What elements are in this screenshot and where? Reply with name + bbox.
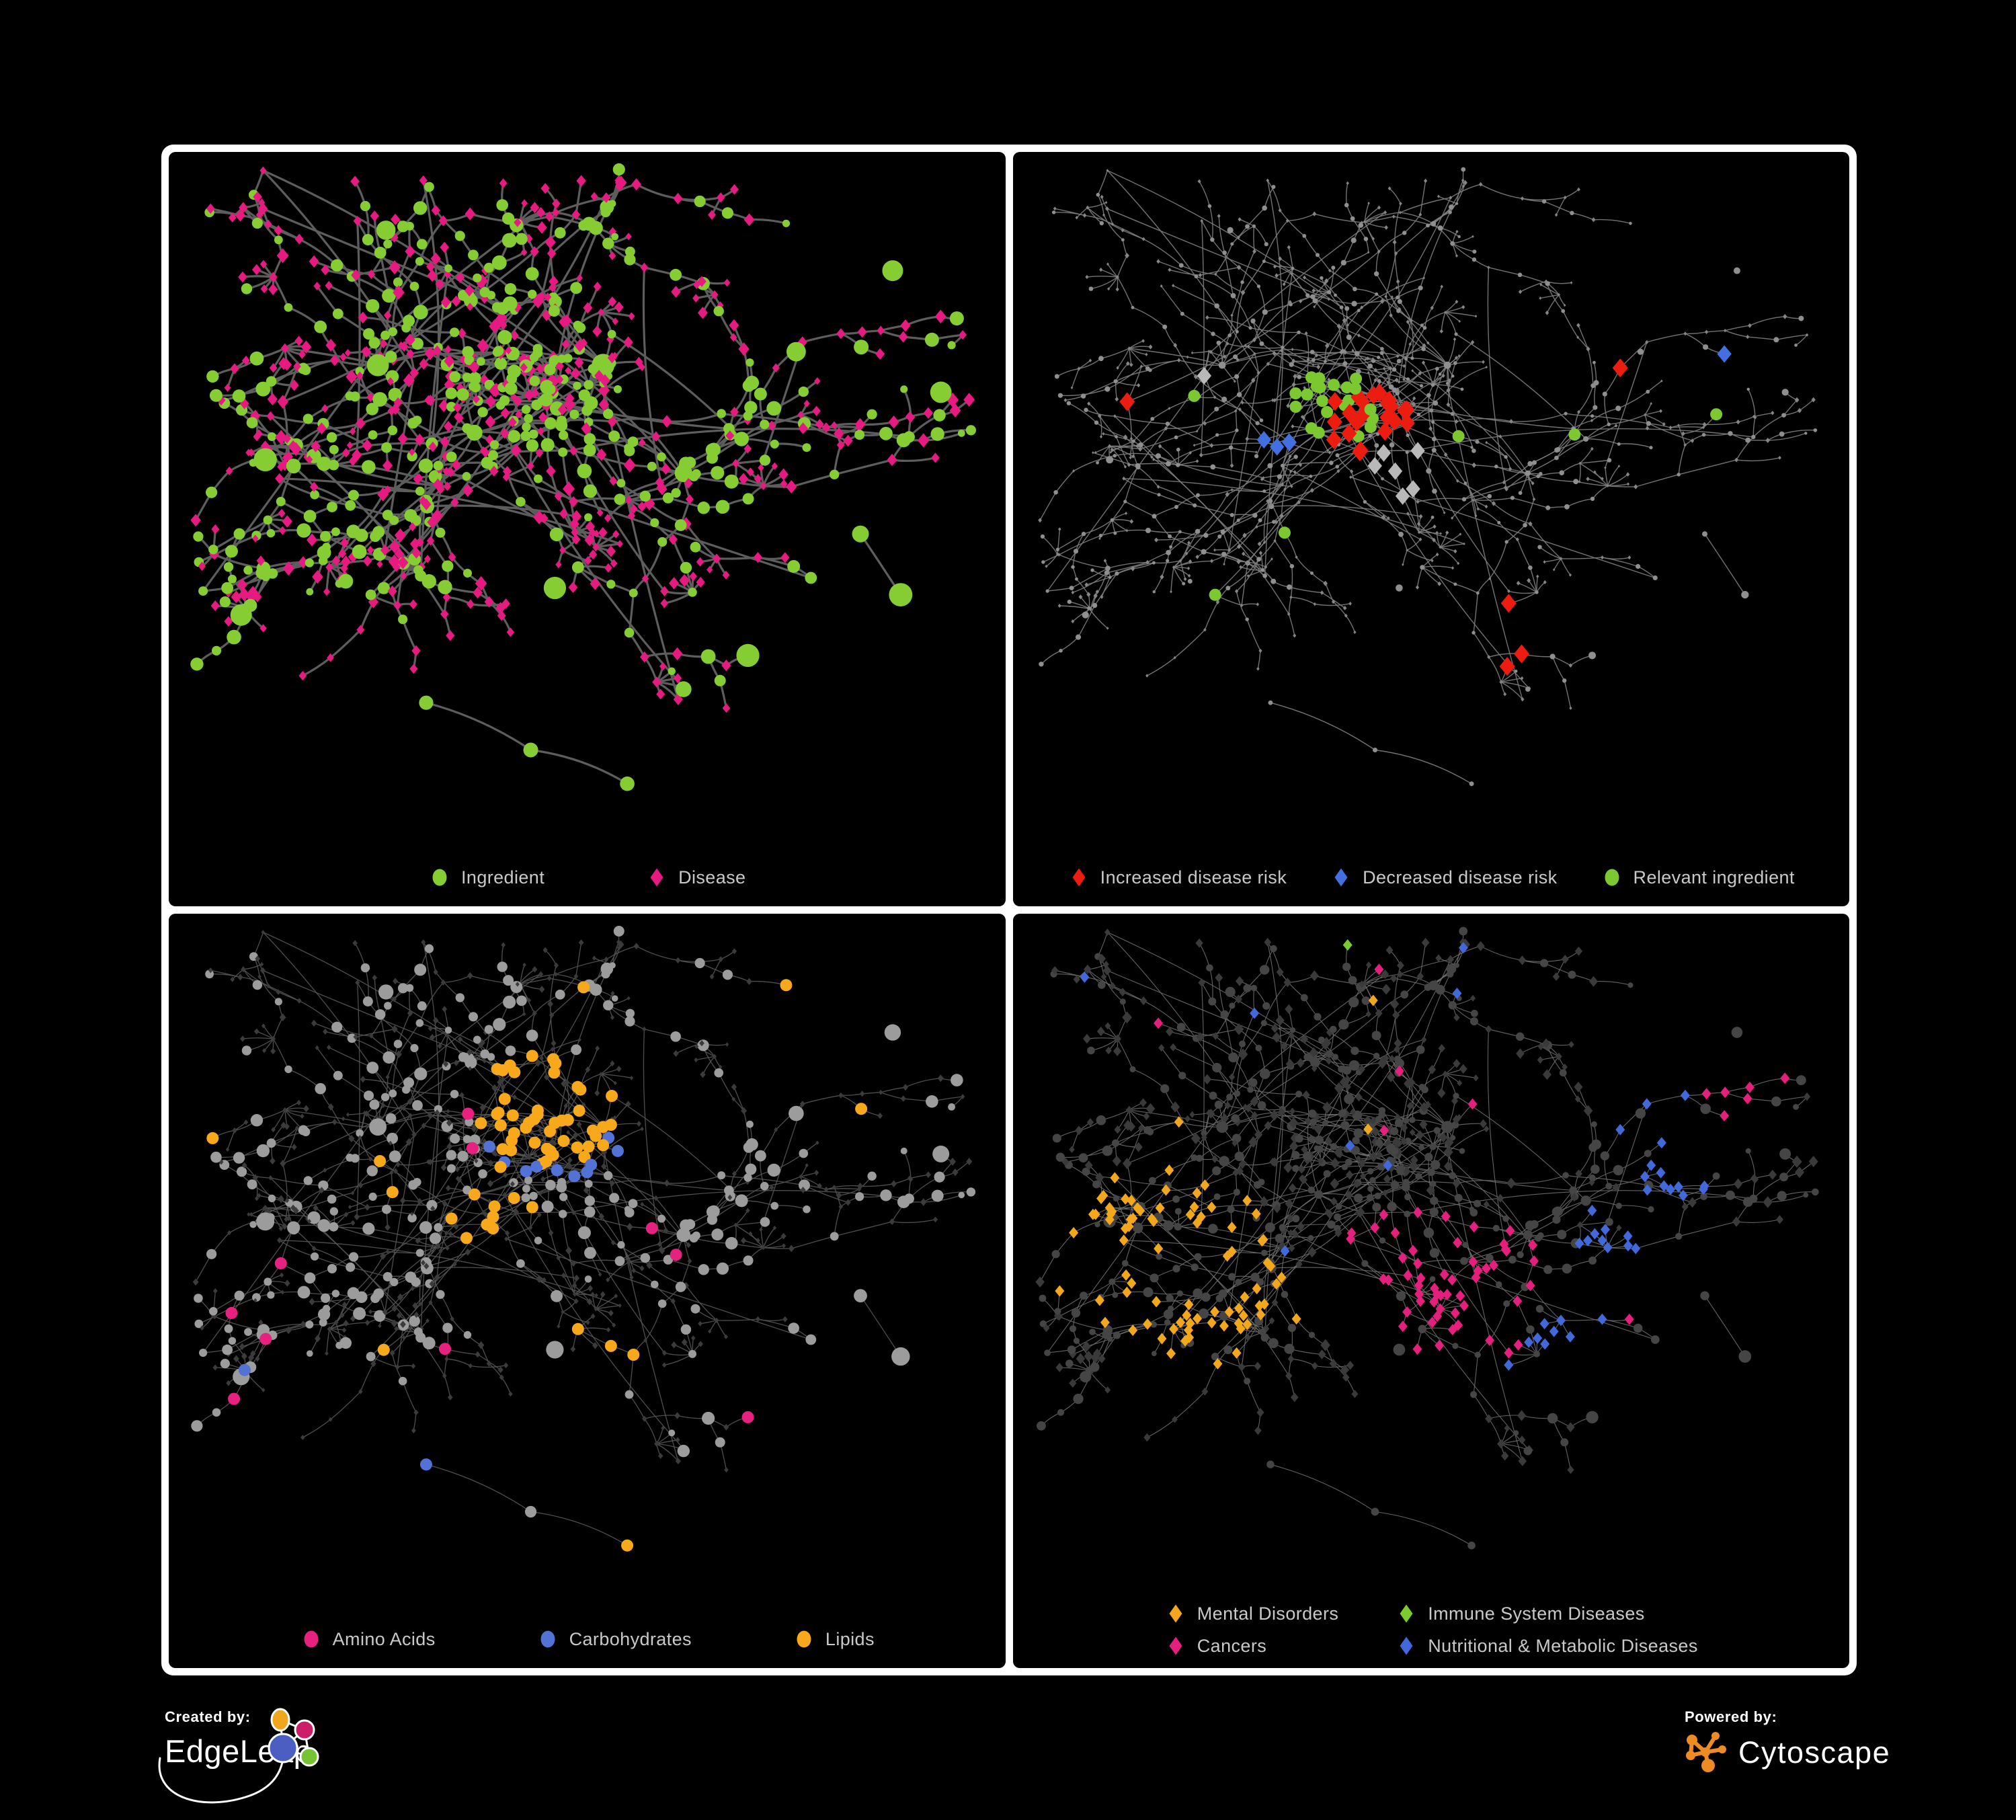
legend-item-ingredient: Ingredient [428, 866, 545, 889]
legend-label: Cancers [1197, 1635, 1267, 1656]
legend-item-decreased-disease-risk: Decreased disease risk [1330, 866, 1557, 889]
circle-symbol [540, 1630, 555, 1648]
network-ingredient-disease [190, 163, 976, 791]
legend-nutrient-classes: Amino Acids Carbohydrates Lipids [169, 1628, 1006, 1651]
edgeleap-node-green [299, 1747, 319, 1767]
panel-disease-classes: Mental Disorders Immune System Diseases Ca… [1012, 914, 1850, 1668]
legend-label: Relevant ingredient [1633, 867, 1795, 887]
legend-ingredient-disease: Ingredient Disease [169, 866, 1006, 889]
legend-label: Ingredient [461, 867, 545, 887]
legend-label: Carbohydrates [569, 1628, 692, 1649]
edgeleap-logo [158, 1708, 319, 1804]
diamond-symbol [650, 868, 663, 887]
legend-label: Decreased disease risk [1363, 867, 1558, 887]
diamond-symbol [1072, 868, 1086, 887]
legend-item-carbohydrates: Carbohydrates [536, 1628, 692, 1651]
network-disease-risk [1037, 167, 1817, 787]
circle-symbol [304, 1630, 319, 1648]
diamond-symbol [1169, 1604, 1182, 1623]
legend-item-cancers: Cancers [1164, 1634, 1338, 1657]
legend-item-nutritional-metabolic-diseases: Nutritional & Metabolic Diseases [1395, 1634, 1697, 1657]
network-disease-classes [1035, 926, 1819, 1550]
powered-by-label: Powered by: [1685, 1708, 1777, 1725]
diamond-symbol [1334, 868, 1348, 887]
edgeleap-node-orange [270, 1708, 290, 1732]
legend-label: Increased disease risk [1100, 867, 1287, 887]
legend-item-immune-system-diseases: Immune System Diseases [1395, 1602, 1697, 1625]
legend-label: Nutritional & Metabolic Diseases [1428, 1635, 1698, 1656]
legend-item-amino-acids: Amino Acids [300, 1628, 436, 1651]
diamond-symbol [1400, 1636, 1413, 1655]
created-by-label: Created by: [165, 1708, 251, 1725]
cytoscape-logo-nodes [1686, 1732, 1726, 1772]
circle-symbol [1605, 869, 1619, 886]
cytoscape-logo [1686, 1732, 1726, 1772]
diamond-symbol [1400, 1604, 1413, 1623]
legend-item-disease: Disease [645, 866, 745, 889]
legend-item-increased-disease-risk: Increased disease risk [1067, 866, 1287, 889]
legend-label: Mental Disorders [1197, 1603, 1339, 1624]
legend-disease-risk: Increased disease risk Decreased disease … [1013, 866, 1850, 889]
legend-label: Disease [678, 867, 746, 887]
circle-symbol [432, 869, 447, 886]
legend-item-lipids: Lipids [793, 1628, 875, 1651]
edgeleap-swoosh [158, 1751, 285, 1804]
legend-item-relevant-ingredient: Relevant ingredient [1601, 866, 1795, 889]
cytoscape-wordmark: Cytoscape [1738, 1735, 1891, 1770]
legend-label: Amino Acids [332, 1628, 436, 1649]
legend-label: Immune System Diseases [1428, 1603, 1645, 1624]
diamond-symbol [1169, 1636, 1182, 1655]
legend-item-mental-disorders: Mental Disorders [1164, 1602, 1338, 1625]
legend-disease-classes: Mental Disorders Immune System Diseases Ca… [1013, 1602, 1850, 1657]
legend-label: Lipids [825, 1628, 875, 1649]
powered-by-block: Powered by: [1685, 1708, 1890, 1777]
edgeleap-node-magenta [294, 1719, 315, 1741]
network-nutrient-classes [191, 926, 976, 1552]
panel-grid: Ingredient Disease Increased disease risk… [161, 145, 1857, 1675]
panel-ingredient-disease: Ingredient Disease [169, 152, 1006, 906]
circle-symbol [797, 1630, 811, 1648]
panel-nutrient-classes: Amino Acids Carbohydrates Lipids [169, 914, 1006, 1668]
edgeleap-node-blue [268, 1733, 298, 1764]
panel-disease-risk: Increased disease risk Decreased disease … [1012, 152, 1850, 906]
